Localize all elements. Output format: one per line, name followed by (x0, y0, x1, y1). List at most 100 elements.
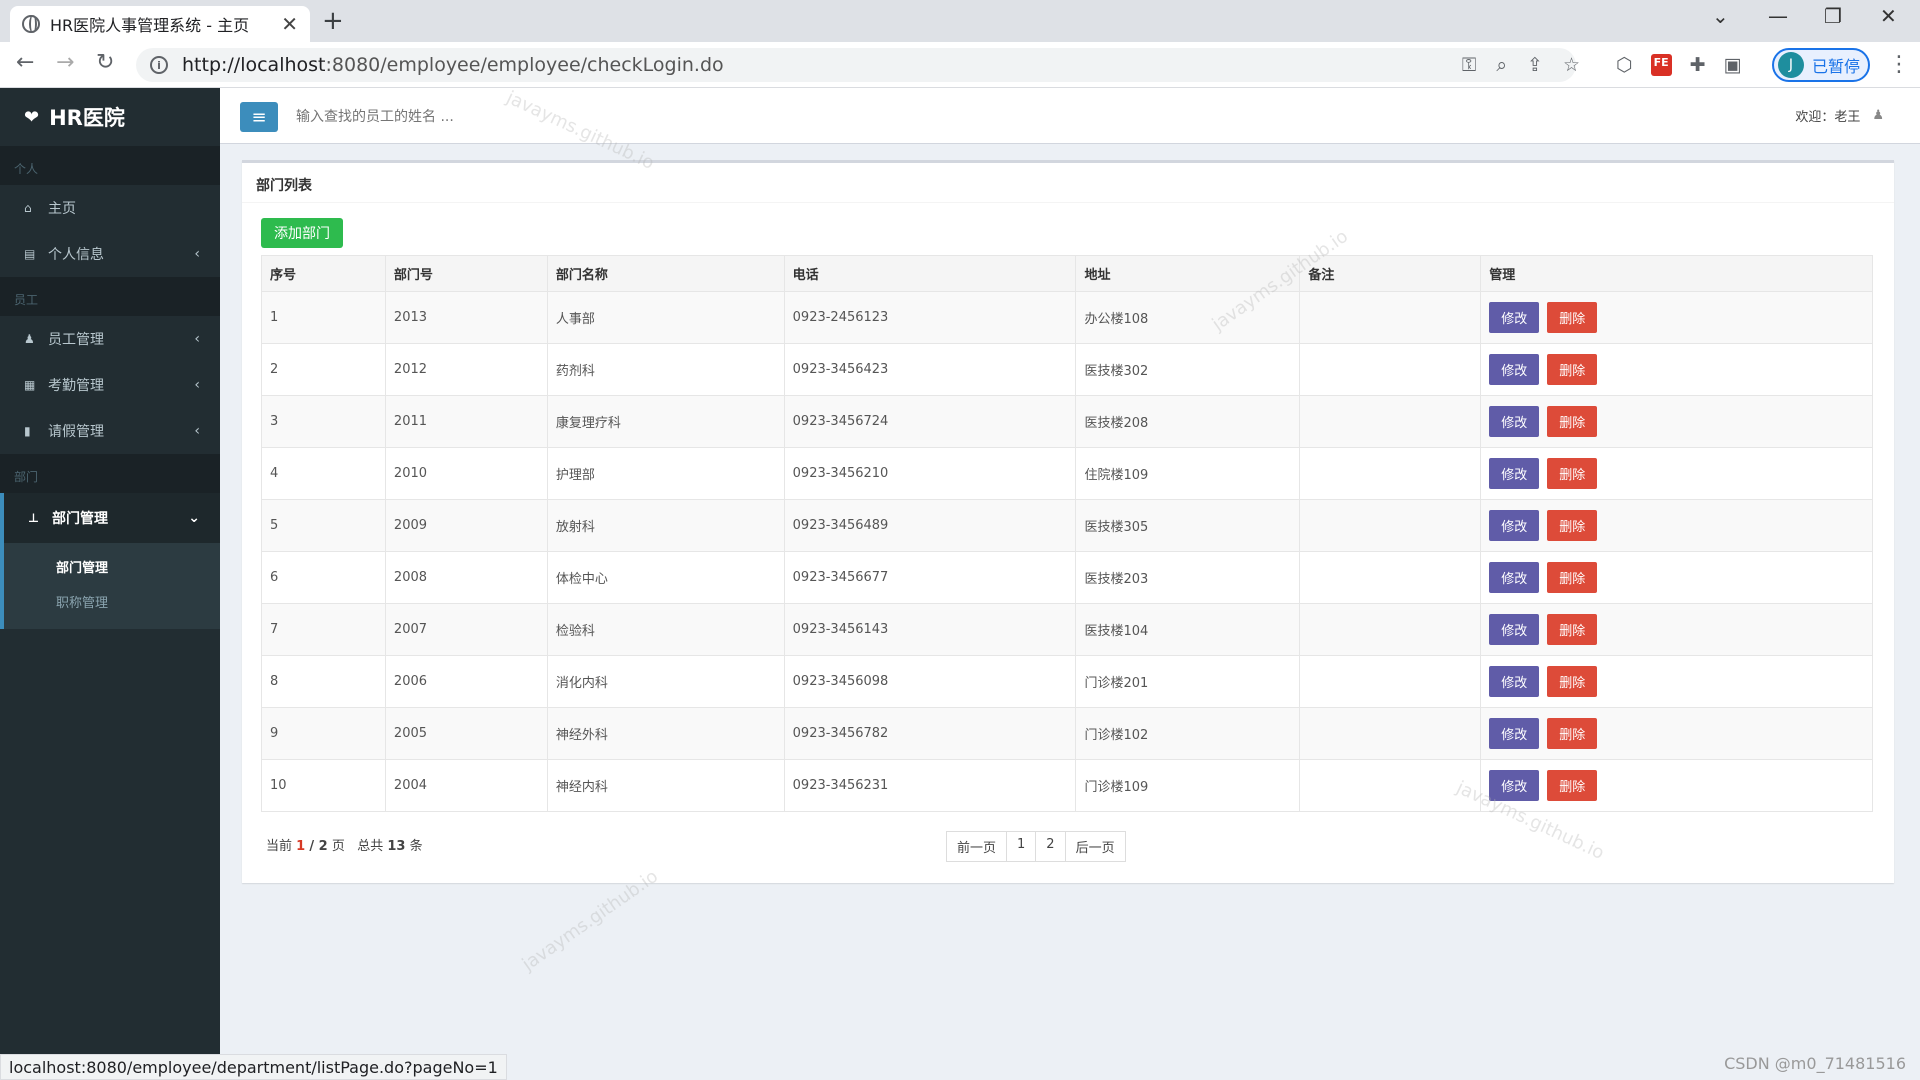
puzzle-icon[interactable]: ✚ (1689, 54, 1706, 76)
table-row: 1 2013 人事部 0923-2456123 办公楼108 修改 删除 (261, 291, 1873, 344)
delete-button[interactable]: 删除 (1547, 510, 1598, 541)
tab-search-icon[interactable]: ⌄ (1712, 4, 1729, 28)
key-icon[interactable]: ⚿ (1461, 54, 1477, 76)
delete-button[interactable]: 删除 (1547, 458, 1598, 489)
prev-page-button[interactable]: 前一页 (946, 831, 1008, 862)
cell-note (1299, 655, 1482, 708)
sidebar-item-home[interactable]: ⌂ 主页 (0, 185, 220, 231)
address-bar[interactable]: i http://localhost:8080/employee/employe… (136, 48, 1576, 82)
pagination: 前一页 1 2 后一页 (946, 831, 1126, 862)
delete-button[interactable]: 删除 (1547, 302, 1598, 333)
table-row: 5 2009 放射科 0923-3456489 医技楼305 修改 删除 (261, 499, 1873, 552)
edit-button[interactable]: 修改 (1489, 562, 1540, 593)
section-header-personal: 个人 (0, 146, 220, 185)
table-row: 9 2005 神经外科 0923-3456782 门诊楼102 修改 删除 (261, 707, 1873, 760)
edit-button[interactable]: 修改 (1489, 302, 1540, 333)
sidebar-item-profile[interactable]: ▤ 个人信息 ‹ (0, 231, 220, 277)
edit-button[interactable]: 修改 (1489, 770, 1540, 801)
cell-phone: 0923-3456782 (783, 707, 1077, 760)
table-row: 2 2012 药剂科 0923-3456423 医技楼302 修改 删除 (261, 343, 1873, 396)
cell-dept-name: 神经内科 (546, 759, 785, 812)
cell-note (1299, 551, 1482, 604)
edit-button[interactable]: 修改 (1489, 354, 1540, 385)
new-tab-button[interactable]: + (322, 6, 344, 36)
cell-dept-name: 体检中心 (546, 551, 785, 604)
edit-button[interactable]: 修改 (1489, 458, 1540, 489)
department-table: 序号 部门号 部门名称 电话 地址 备注 管理 1 2013 人事部 0923-245… (261, 255, 1873, 812)
delete-button[interactable]: 删除 (1547, 562, 1598, 593)
close-tab-icon[interactable]: ✕ (281, 12, 298, 36)
user-welcome[interactable]: 欢迎：老王 ♟ (1795, 106, 1884, 125)
cell-phone: 0923-3456724 (783, 395, 1077, 448)
minimize-button[interactable]: — (1768, 4, 1788, 28)
page-1-button[interactable]: 1 (1006, 831, 1037, 862)
delete-button[interactable]: 删除 (1547, 354, 1598, 385)
profile-button[interactable]: J 已暂停 (1772, 48, 1870, 82)
page-2-button[interactable]: 2 (1035, 831, 1066, 862)
cell-dept-code: 2005 (384, 707, 548, 760)
add-department-button[interactable]: 添加部门 (261, 218, 343, 248)
cell-index: 4 (261, 447, 386, 500)
cell-address: 医技楼208 (1075, 395, 1301, 448)
brand-logo[interactable]: ❤ HR医院 (0, 88, 220, 146)
chevron-down-icon: ⌄ (188, 510, 200, 526)
search-input[interactable] (294, 102, 594, 132)
sidebar-item-label: 考勤管理 (48, 378, 104, 394)
omnibox-actions: ⚿ ⌕ ⇪ ☆ (1462, 54, 1580, 76)
menu-kebab-icon[interactable]: ⋮ (1888, 52, 1910, 77)
sidebar-item-label: 部门管理 (52, 511, 108, 527)
cell-actions: 修改 删除 (1480, 603, 1873, 656)
cell-dept-name: 放射科 (546, 499, 785, 552)
next-page-button[interactable]: 后一页 (1064, 831, 1126, 862)
sidebar-item-department[interactable]: ⊥ 部门管理 ⌄ (0, 493, 220, 543)
cell-dept-code: 2011 (384, 395, 548, 448)
delete-button[interactable]: 删除 (1547, 614, 1598, 645)
sidebar-item-label: 员工管理 (48, 332, 104, 348)
share-icon[interactable]: ⇪ (1527, 54, 1543, 76)
reload-icon[interactable]: ↻ (96, 50, 115, 75)
profile-label: 已暂停 (1812, 57, 1861, 76)
delete-button[interactable]: 删除 (1547, 666, 1598, 697)
table-row: 10 2004 神经内科 0923-3456231 门诊楼109 修改 删除 (261, 759, 1873, 812)
column-header: 部门名称 (546, 255, 785, 292)
cell-dept-name: 消化内科 (546, 655, 785, 708)
cell-address: 医技楼302 (1075, 343, 1301, 396)
edit-button[interactable]: 修改 (1489, 614, 1540, 645)
sidebar-item-employee[interactable]: ♟ 员工管理 ‹ (0, 316, 220, 362)
edit-button[interactable]: 修改 (1489, 406, 1540, 437)
window-close-button[interactable]: ✕ (1880, 4, 1897, 28)
cell-index: 8 (261, 655, 386, 708)
browser-tab[interactable]: HR医院人事管理系统 - 主页 ✕ (10, 6, 310, 42)
browser-tab-bar: HR医院人事管理系统 - 主页 ✕ + ⌄ — ❐ ✕ (0, 0, 1920, 42)
sidebar-toggle-button[interactable]: ≡ (240, 102, 278, 132)
back-icon[interactable]: ← (16, 50, 35, 75)
edit-button[interactable]: 修改 (1489, 666, 1540, 697)
forward-icon[interactable]: → (56, 50, 75, 75)
column-header: 电话 (783, 255, 1077, 292)
cell-note (1299, 395, 1482, 448)
cell-index: 6 (261, 551, 386, 604)
cell-dept-code: 2012 (384, 343, 548, 396)
site-info-icon[interactable]: i (150, 56, 168, 74)
submenu-item-title[interactable]: 职称管理 (56, 596, 109, 611)
extension-fe-icon[interactable]: FE (1650, 54, 1672, 76)
delete-button[interactable]: 删除 (1547, 406, 1598, 437)
edit-button[interactable]: 修改 (1489, 718, 1540, 749)
submenu-item-department[interactable]: 部门管理 (56, 561, 109, 576)
star-icon[interactable]: ☆ (1562, 54, 1580, 76)
sidepanel-icon[interactable]: ▣ (1723, 54, 1742, 76)
delete-button[interactable]: 删除 (1547, 770, 1598, 801)
extension-hex-icon[interactable]: ⬡ (1616, 54, 1633, 76)
total-suffix: 条 (409, 839, 423, 854)
heartbeat-icon: ❤ (24, 106, 40, 128)
delete-button[interactable]: 删除 (1547, 718, 1598, 749)
zoom-icon[interactable]: ⌕ (1496, 54, 1508, 76)
restore-button[interactable]: ❐ (1824, 4, 1842, 28)
sidebar-item-leave[interactable]: ▮ 请假管理 ‹ (0, 408, 220, 454)
column-header: 序号 (261, 255, 386, 292)
sidebar-item-label: 主页 (48, 201, 76, 217)
sidebar-item-attendance[interactable]: ▦ 考勤管理 ‹ (0, 362, 220, 408)
cell-dept-name: 护理部 (546, 447, 785, 500)
edit-button[interactable]: 修改 (1489, 510, 1540, 541)
column-header: 地址 (1075, 255, 1301, 292)
